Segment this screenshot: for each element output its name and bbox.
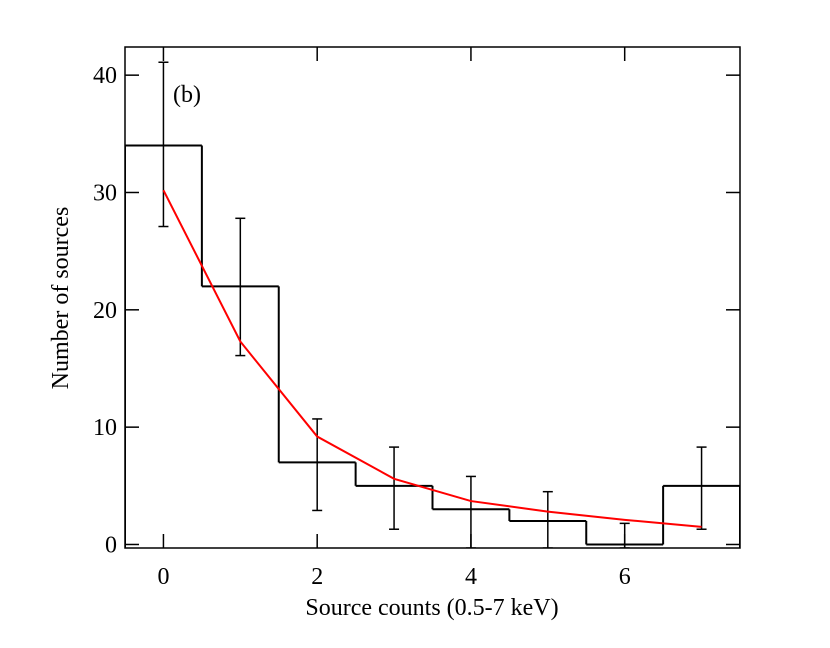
y-axis-label: Number of sources (48, 207, 74, 390)
error-bar (158, 61, 169, 228)
x-tick-label: 4 (465, 564, 477, 590)
error-bar (235, 217, 246, 357)
x-tick-label: 6 (619, 564, 631, 590)
error-bar (312, 418, 323, 512)
y-tick-label: 10 (93, 415, 117, 441)
model-line (162, 189, 702, 528)
error-bar (542, 490, 553, 548)
error-bar (696, 446, 707, 530)
y-tick-label: 30 (93, 180, 117, 206)
y-tick-label: 40 (93, 63, 117, 89)
x-tick-label: 0 (157, 564, 169, 590)
x-axis-label: Source counts (0.5-7 keV) (305, 595, 558, 621)
annotation: (b) (173, 82, 201, 108)
x-tick-label: 2 (311, 564, 323, 590)
plot-area (125, 61, 740, 548)
y-tick-label: 20 (93, 298, 117, 324)
error-bar (389, 446, 400, 530)
y-tick-label: 0 (105, 532, 117, 558)
